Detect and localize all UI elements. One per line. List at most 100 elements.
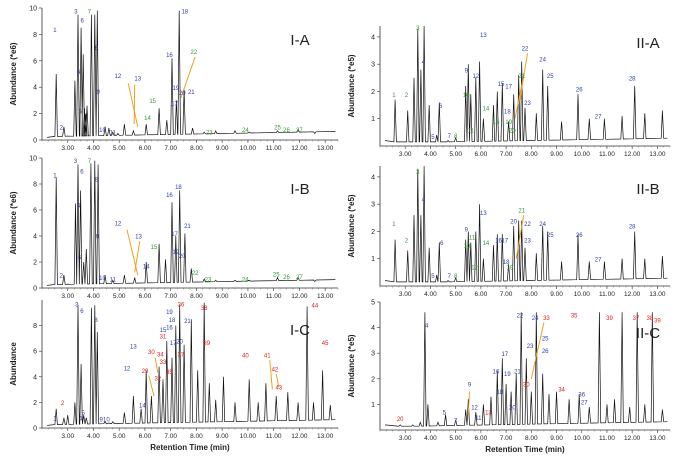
y-tick-label: 2 [33, 400, 37, 407]
peak-label: 15 [498, 82, 505, 88]
y-axis-label: Abundance (*e5) [347, 54, 356, 117]
y-tick-label: 2 [33, 260, 37, 267]
x-tick-label: 13.00 [317, 433, 334, 440]
peak-label: 27 [595, 115, 602, 121]
peak-label: 15 [160, 328, 167, 334]
x-tick-label: 4.00 [424, 291, 437, 298]
peak-label: 12 [124, 366, 131, 372]
peak-label: 18 [169, 318, 176, 324]
y-axis-label: Abundance (*e6) [9, 191, 18, 254]
peak-label: 3 [74, 159, 78, 165]
peak-label: 18 [504, 109, 511, 115]
x-tick-label: 10.00 [574, 151, 591, 158]
peak-label: 36 [578, 393, 585, 399]
peak-label: 19 [505, 120, 512, 126]
peak-label: 8 [95, 177, 99, 183]
peak-label: 8 [95, 46, 99, 52]
peak-label: 19 [172, 86, 179, 92]
peak-label: 5 [431, 135, 435, 141]
y-tick-label: 5 [371, 300, 375, 307]
peak-label: 4 [422, 60, 426, 66]
y-tick-label: 0 [33, 138, 37, 145]
peak-label: 19 [172, 250, 179, 256]
x-tick-label: 12.00 [291, 145, 308, 152]
x-tick-label: 6.00 [139, 145, 152, 152]
peak-label: 26 [542, 349, 549, 355]
peak-label: 31 [160, 334, 167, 340]
y-tick-label: 2 [371, 229, 375, 236]
y-tick-label: 4 [33, 374, 37, 381]
peak-label: 27 [296, 128, 303, 134]
peak-label: 23 [524, 101, 531, 107]
panel-title: I-C [290, 322, 310, 339]
leader-line [515, 215, 525, 259]
peak-label: 5 [443, 411, 447, 417]
peak-label: 33 [160, 360, 167, 366]
peak-label: 7 [454, 418, 458, 424]
peak-label: 20 [509, 406, 516, 412]
x-tick-label: 8.00 [190, 433, 203, 440]
peak-label: 38 [646, 316, 653, 322]
peak-label: 22 [192, 271, 199, 277]
x-tick-label: 8.00 [525, 151, 538, 158]
x-tick-label: 6.00 [475, 435, 488, 442]
peak-label: 21 [514, 370, 521, 376]
x-tick-label: 6.00 [475, 151, 488, 158]
x-tick-label: 10.00 [240, 293, 257, 300]
peak-label: 35 [571, 313, 578, 319]
x-tick-label: 11.00 [266, 433, 282, 440]
peak-label: 13 [134, 77, 141, 83]
y-tick-label: 1 [371, 116, 375, 123]
y-tick-label: 0 [33, 286, 37, 293]
leader-line [180, 56, 196, 98]
peak-label: 10 [99, 276, 106, 282]
peak-label: 4 [79, 416, 83, 422]
x-tick-label: 5.00 [113, 293, 126, 300]
peak-label: 12 [471, 406, 478, 412]
peak-label: 42 [272, 368, 279, 374]
peak-label: 39 [203, 341, 210, 347]
chromatogram-trace [384, 165, 668, 283]
x-tick-label: 8.00 [525, 435, 538, 442]
panel-title: II-B [636, 181, 659, 198]
panel-i-c: 3.00 4.00 5.00 6.00 7.00 8.00 9.00 10.00 11.00 12… [9, 300, 339, 452]
peak-label: 16 [166, 193, 173, 199]
peak-label: 24 [242, 128, 249, 134]
x-tick-label: 5.00 [449, 151, 462, 158]
peak-label: 1 [53, 174, 57, 180]
x-tick-label: 4.00 [424, 435, 437, 442]
peak-label: 5 [431, 274, 435, 280]
panel-ii-c: 3.00 4.00 5.00 6.00 7.00 8.00 9.00 10.00 11.00 12… [347, 300, 671, 454]
y-axis-label: Abundance (*e5) [347, 334, 356, 397]
peak-label: 1 [53, 28, 57, 34]
peak-label: 30 [148, 350, 155, 356]
panel-title: II-C [636, 325, 660, 342]
peak-label: 12 [471, 266, 478, 272]
chromatogram-trace [47, 10, 336, 138]
leader-line [154, 357, 159, 374]
peak-label: 3 [416, 170, 420, 176]
x-tick-label: 9.00 [550, 435, 563, 442]
peak-label: 16 [493, 370, 500, 376]
panel-title: II-A [636, 35, 659, 52]
peak-label: 2 [60, 274, 64, 280]
peak-label: 2 [405, 93, 409, 99]
chromatogram-trace [384, 25, 668, 143]
peak-label: 22 [524, 222, 531, 228]
peak-label: 12 [115, 74, 122, 80]
y-tick-label: 4 [33, 85, 37, 92]
peak-label: 39 [606, 316, 613, 322]
peak-label: 7 [88, 9, 92, 15]
peak-label: 24 [539, 57, 546, 63]
leader-line [148, 375, 155, 397]
peak-label: 25 [274, 125, 281, 131]
x-tick-label: 5.00 [113, 433, 126, 440]
x-tick-label: 11.00 [266, 145, 282, 152]
peak-label: 23 [205, 278, 212, 284]
peak-label: 6 [439, 104, 443, 110]
peak-label: 14 [143, 265, 150, 271]
peak-label: 13 [480, 211, 487, 217]
peak-label: 3 [74, 9, 78, 15]
leader-line [519, 53, 529, 100]
peak-label: 14 [139, 404, 146, 410]
